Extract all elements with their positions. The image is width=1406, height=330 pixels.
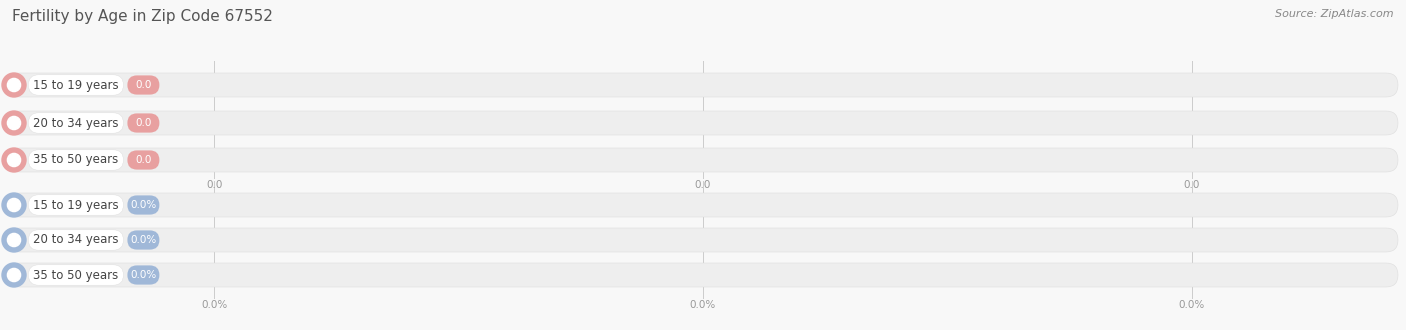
Circle shape — [1, 193, 25, 217]
Text: 0.0%: 0.0% — [131, 200, 156, 210]
FancyBboxPatch shape — [8, 263, 1398, 287]
Circle shape — [1, 73, 25, 97]
FancyBboxPatch shape — [128, 114, 159, 133]
Text: 0.0: 0.0 — [1184, 180, 1199, 190]
FancyBboxPatch shape — [128, 195, 159, 214]
Circle shape — [1, 228, 25, 252]
FancyBboxPatch shape — [8, 148, 1398, 172]
FancyBboxPatch shape — [128, 230, 159, 249]
Text: 0.0: 0.0 — [135, 118, 152, 128]
FancyBboxPatch shape — [128, 265, 159, 284]
FancyBboxPatch shape — [28, 265, 124, 285]
Text: 0.0%: 0.0% — [131, 270, 156, 280]
Circle shape — [7, 198, 21, 212]
FancyBboxPatch shape — [8, 228, 1398, 252]
FancyBboxPatch shape — [128, 150, 159, 170]
Text: 15 to 19 years: 15 to 19 years — [34, 79, 118, 91]
FancyBboxPatch shape — [8, 193, 1398, 217]
Circle shape — [7, 233, 21, 247]
Text: 15 to 19 years: 15 to 19 years — [34, 199, 118, 212]
Text: 35 to 50 years: 35 to 50 years — [34, 153, 118, 167]
Text: 35 to 50 years: 35 to 50 years — [34, 269, 118, 281]
Text: Source: ZipAtlas.com: Source: ZipAtlas.com — [1275, 9, 1393, 19]
Circle shape — [7, 153, 21, 167]
Text: 20 to 34 years: 20 to 34 years — [34, 116, 118, 129]
Text: 0.0: 0.0 — [135, 80, 152, 90]
FancyBboxPatch shape — [28, 230, 124, 250]
FancyBboxPatch shape — [28, 150, 124, 170]
Circle shape — [1, 111, 25, 135]
Text: Fertility by Age in Zip Code 67552: Fertility by Age in Zip Code 67552 — [13, 9, 273, 24]
Text: 0.0%: 0.0% — [690, 300, 716, 310]
FancyBboxPatch shape — [28, 75, 124, 95]
FancyBboxPatch shape — [28, 113, 124, 133]
Text: 0.0%: 0.0% — [1178, 300, 1205, 310]
Circle shape — [7, 79, 21, 92]
Text: 20 to 34 years: 20 to 34 years — [34, 234, 118, 247]
FancyBboxPatch shape — [28, 195, 124, 215]
Text: 0.0: 0.0 — [695, 180, 711, 190]
FancyBboxPatch shape — [8, 111, 1398, 135]
Text: 0.0: 0.0 — [207, 180, 222, 190]
Text: 0.0%: 0.0% — [131, 235, 156, 245]
Circle shape — [1, 263, 25, 287]
Circle shape — [1, 148, 25, 172]
Text: 0.0%: 0.0% — [201, 300, 228, 310]
FancyBboxPatch shape — [128, 75, 159, 95]
FancyBboxPatch shape — [8, 73, 1398, 97]
Text: 0.0: 0.0 — [135, 155, 152, 165]
Circle shape — [7, 116, 21, 130]
Circle shape — [7, 268, 21, 281]
